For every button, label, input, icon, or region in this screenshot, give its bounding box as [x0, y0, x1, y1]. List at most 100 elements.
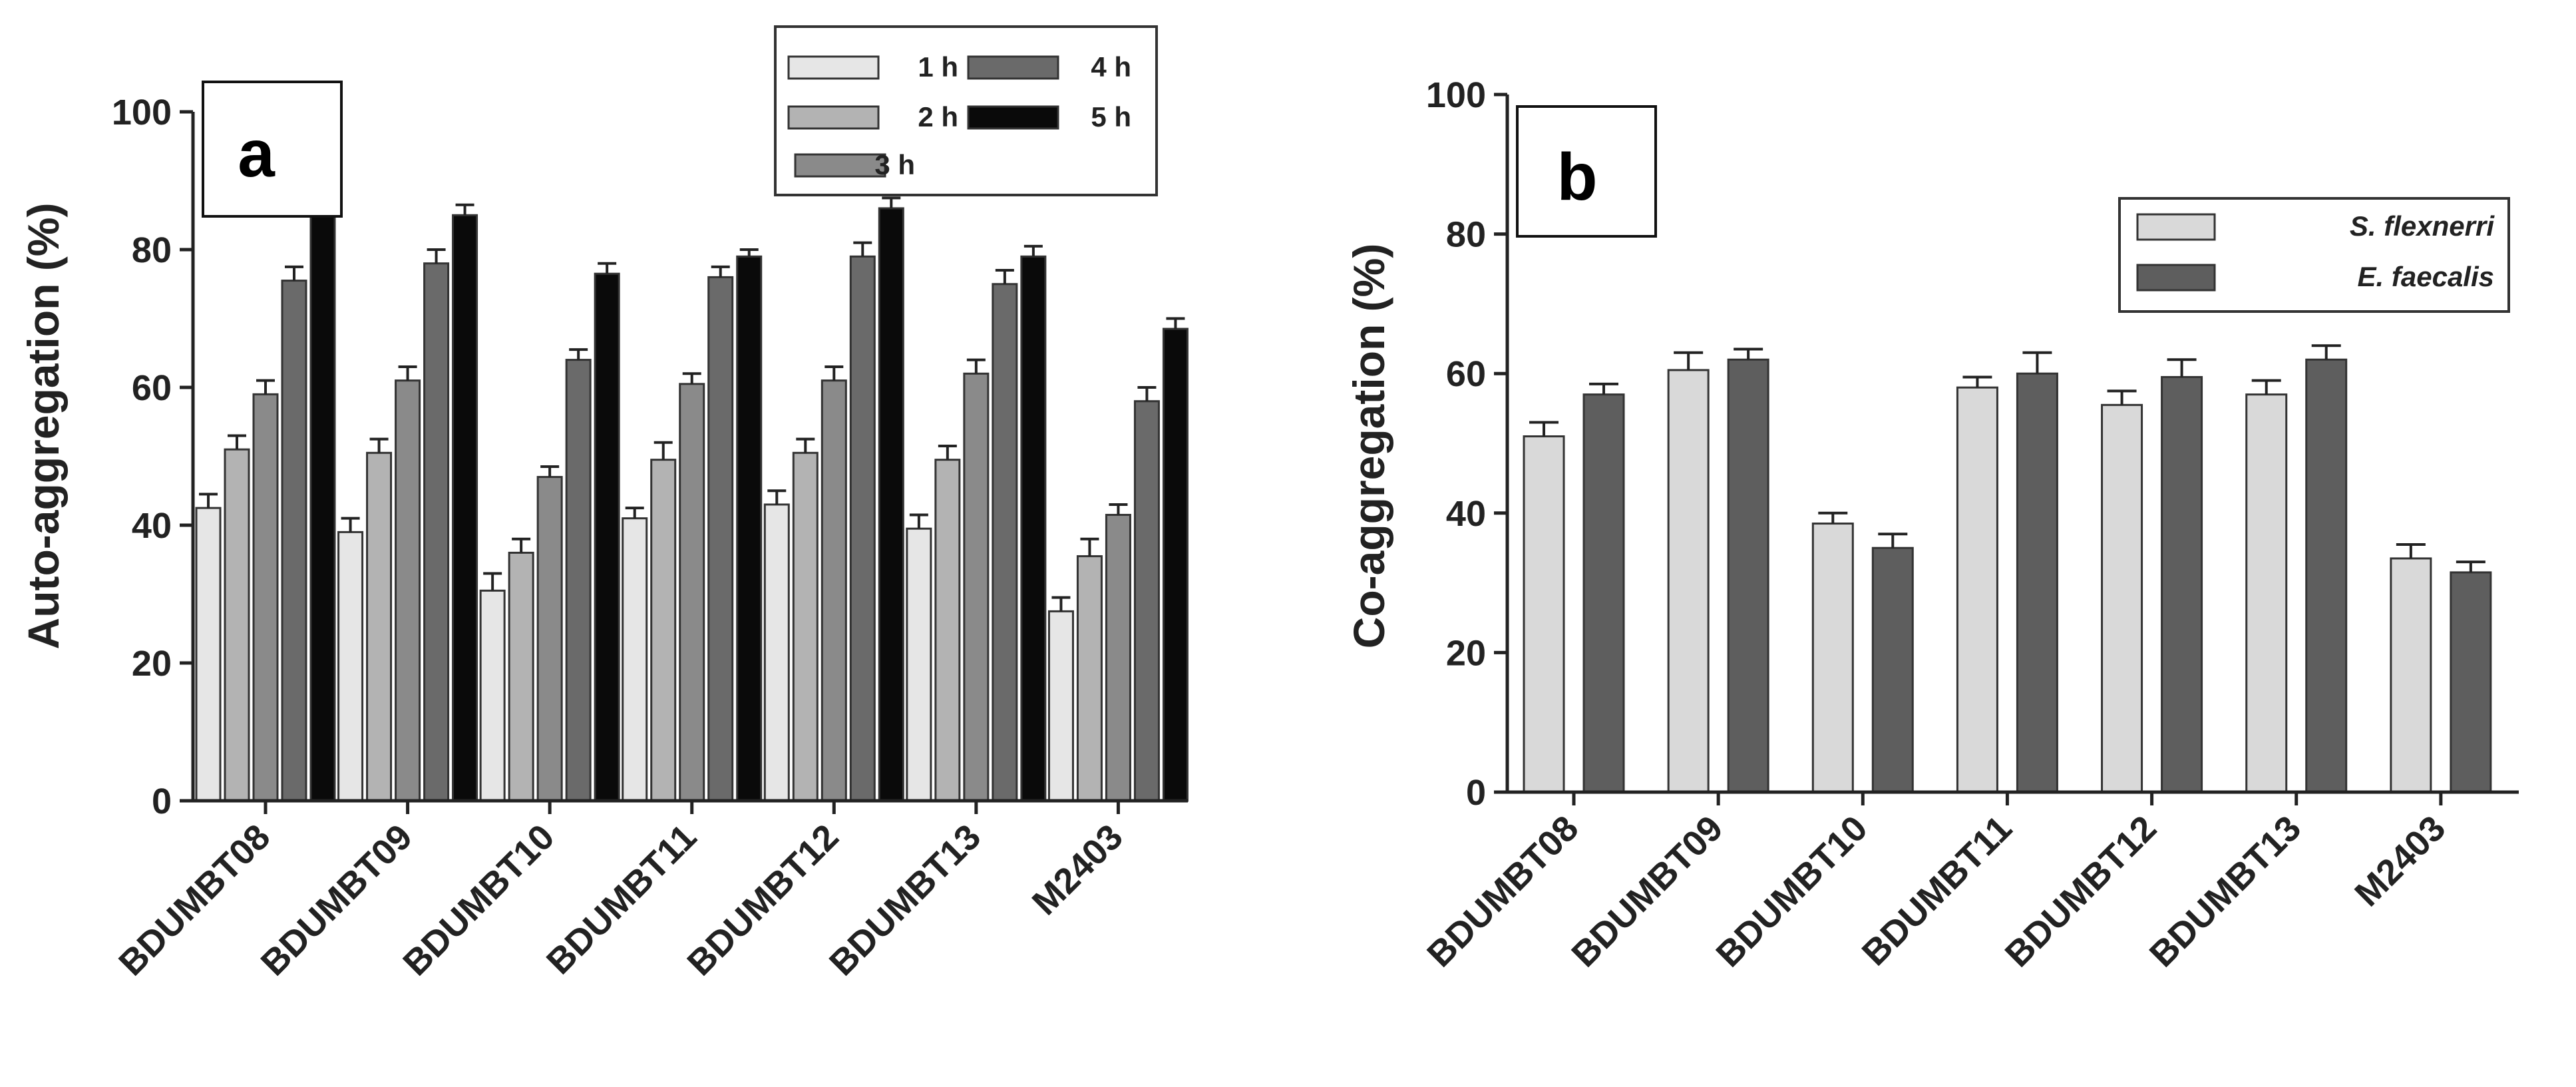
- a-y-tick-label: 80: [132, 230, 172, 270]
- b-bar-m2403-s1: [2450, 571, 2492, 793]
- a-y-tick-label: 40: [132, 506, 172, 546]
- a-bar-m2403-s4: [1162, 327, 1189, 802]
- panel-a-legend-swatch: [967, 105, 1059, 130]
- a-category-label: M2403: [1025, 817, 1131, 923]
- a-y-tick-label: 20: [132, 644, 172, 684]
- panel-a-label-box: a: [202, 81, 343, 218]
- a-bar-bdumbt09-s1: [366, 451, 393, 802]
- panel-b-legend-swatch: [2136, 264, 2216, 292]
- a-category-label: BDUMBT13: [822, 817, 988, 983]
- b-bar-bdumbt10-s1: [1871, 546, 1914, 793]
- b-bar-bdumbt09-s1: [1727, 358, 1769, 793]
- panel-b-label: b: [1557, 140, 1597, 214]
- a-bar-bdumbt12-s3: [849, 255, 876, 802]
- b-y-tick-label: 60: [1446, 354, 1486, 394]
- panel-a-legend-swatch: [787, 55, 880, 80]
- a-bar-bdumbt13-s1: [934, 459, 961, 802]
- b-y-tick-label: 100: [1426, 75, 1486, 115]
- a-bar-bdumbt11-s2: [679, 383, 705, 802]
- panel-a-legend-label: 2 h: [918, 101, 958, 132]
- b-category-label: BDUMBT08: [1419, 808, 1586, 975]
- a-bar-bdumbt08-s2: [252, 393, 279, 802]
- panel-b-label-box: b: [1516, 105, 1657, 238]
- panel-b-legend: S. flexnerri E. faecalis: [2118, 197, 2510, 313]
- panel-a-legend-label: 1 h: [918, 51, 958, 83]
- b-bar-bdumbt12-s1: [2161, 375, 2203, 793]
- a-bar-bdumbt13-s2: [963, 372, 990, 802]
- a-category-label: BDUMBT12: [679, 817, 846, 983]
- panel-a-legend-label: 4 h: [1091, 51, 1131, 83]
- b-y-tick-label: 20: [1446, 633, 1486, 673]
- b-bar-bdumbt09-s0: [1667, 369, 1710, 793]
- a-bar-bdumbt13-s4: [1020, 255, 1047, 802]
- a-bar-bdumbt13-s3: [992, 283, 1018, 802]
- b-category-label: BDUMBT11: [1855, 808, 2020, 973]
- a-bar-bdumbt11-s3: [707, 276, 734, 802]
- b-bar-m2403-s0: [2390, 557, 2432, 793]
- a-bar-bdumbt13-s0: [906, 527, 932, 802]
- a-bar-bdumbt12-s4: [878, 207, 904, 802]
- panel-a-legend: 1 h 2 h3 h 4 h 5 h: [774, 25, 1158, 196]
- panel-b-legend-label: S. flexnerri: [2350, 210, 2495, 242]
- a-category-label: BDUMBT10: [395, 817, 562, 983]
- a-bar-bdumbt11-s4: [736, 255, 763, 802]
- a-bar-bdumbt12-s0: [763, 503, 790, 802]
- panel-a-category-labels: BDUMBT08BDUMBT09BDUMBT10BDUMBT11BDUMBT12…: [111, 801, 1131, 983]
- a-bar-bdumbt08-s4: [309, 186, 336, 802]
- a-bar-m2403-s2: [1105, 513, 1131, 802]
- a-bar-bdumbt09-s4: [452, 214, 478, 802]
- a-y-tick-label: 60: [132, 368, 172, 408]
- panel-b-category-labels: BDUMBT08BDUMBT09BDUMBT10BDUMBT11BDUMBT12…: [1419, 792, 2453, 975]
- a-y-tick-label: 100: [112, 93, 172, 132]
- panel-b-error-bars: [1529, 344, 2485, 572]
- panel-a-legend-label: 5 h: [1091, 101, 1131, 132]
- a-bar-bdumbt09-s3: [423, 262, 450, 802]
- a-bar-bdumbt09-s2: [395, 379, 421, 802]
- a-bar-bdumbt10-s3: [565, 359, 592, 802]
- b-category-label: M2403: [2347, 808, 2453, 914]
- b-bar-bdumbt11-s0: [1956, 386, 1998, 793]
- panel-b-y-ticks: 0 20 40 60 80 100: [1426, 75, 1507, 813]
- b-y-tick-label: 40: [1446, 494, 1486, 534]
- a-bar-bdumbt09-s0: [337, 531, 364, 802]
- b-bar-bdumbt13-s1: [2305, 358, 2348, 793]
- panel-b-legend-swatch: [2136, 213, 2216, 241]
- panel-a-bars: [195, 186, 1189, 802]
- a-category-label: BDUMBT09: [254, 817, 420, 983]
- panel-a-label: a: [238, 116, 276, 191]
- b-bar-bdumbt08-s1: [1582, 393, 1625, 793]
- b-category-label: BDUMBT10: [1708, 808, 1875, 975]
- b-category-label: BDUMBT12: [1998, 808, 2164, 975]
- b-y-tick-label: 0: [1466, 773, 1486, 813]
- a-bar-bdumbt11-s1: [650, 459, 677, 802]
- panel-a-legend-swatch: [787, 105, 880, 130]
- panel-a-legend-label: 3 h: [874, 149, 915, 180]
- b-y-tick-label: 80: [1446, 215, 1486, 255]
- a-category-label: BDUMBT08: [111, 817, 277, 983]
- a-bar-m2403-s1: [1076, 555, 1103, 802]
- a-bar-bdumbt12-s1: [792, 451, 819, 802]
- b-bar-bdumbt11-s1: [2016, 372, 2058, 793]
- a-bar-bdumbt10-s1: [508, 551, 534, 802]
- panel-a-legend-swatch: [794, 153, 886, 178]
- b-bar-bdumbt10-s0: [1811, 523, 1854, 793]
- b-bar-bdumbt12-s0: [2101, 403, 2143, 793]
- a-bar-bdumbt10-s2: [536, 476, 563, 802]
- a-category-label: BDUMBT11: [539, 817, 704, 982]
- b-bar-bdumbt08-s0: [1523, 435, 1565, 793]
- b-category-label: BDUMBT13: [2142, 808, 2308, 975]
- panel-b-legend-label: E. faecalis: [2358, 261, 2494, 292]
- panel-a-error-bars: [199, 176, 1185, 612]
- a-bar-bdumbt08-s3: [281, 280, 307, 802]
- panel-b-chart: 0 20 40 60 80 100 BDUMBT08BDUMBT09BDUMBT10BDU…: [1344, 75, 2519, 975]
- a-bar-bdumbt10-s0: [479, 589, 506, 802]
- a-bar-bdumbt08-s0: [195, 507, 222, 802]
- panel-a-y-ticks: 0 20 40 60 80 100: [112, 93, 193, 821]
- panel-b-bars: [1523, 358, 2492, 793]
- a-bar-bdumbt10-s4: [594, 272, 620, 802]
- a-bar-bdumbt12-s2: [821, 379, 847, 802]
- panel-a-y-axis-title: Auto-aggregation (%): [19, 203, 68, 650]
- panel-b-y-axis-title: Co-aggregation (%): [1344, 244, 1393, 649]
